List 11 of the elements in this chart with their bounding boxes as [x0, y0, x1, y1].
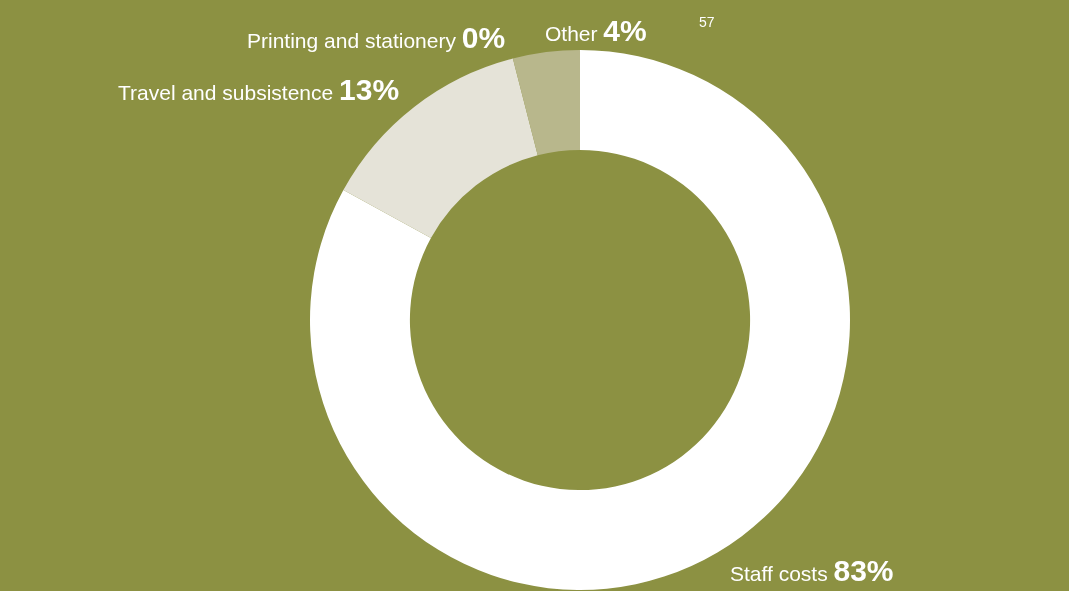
- slice-label: Travel and subsistence: [118, 81, 334, 104]
- data-label: 83%: [833, 554, 894, 587]
- data-label: 13%: [339, 73, 400, 106]
- text: 0%: [461, 21, 506, 54]
- slice-label: Staff costs: [730, 562, 828, 585]
- category-label: Printing and stationery: [247, 29, 456, 52]
- text: 57: [699, 14, 715, 30]
- slice-label: Other: [545, 22, 598, 45]
- donut-slice: [343, 58, 538, 239]
- data-label: 4%: [603, 14, 647, 47]
- donut-slice: [512, 50, 580, 156]
